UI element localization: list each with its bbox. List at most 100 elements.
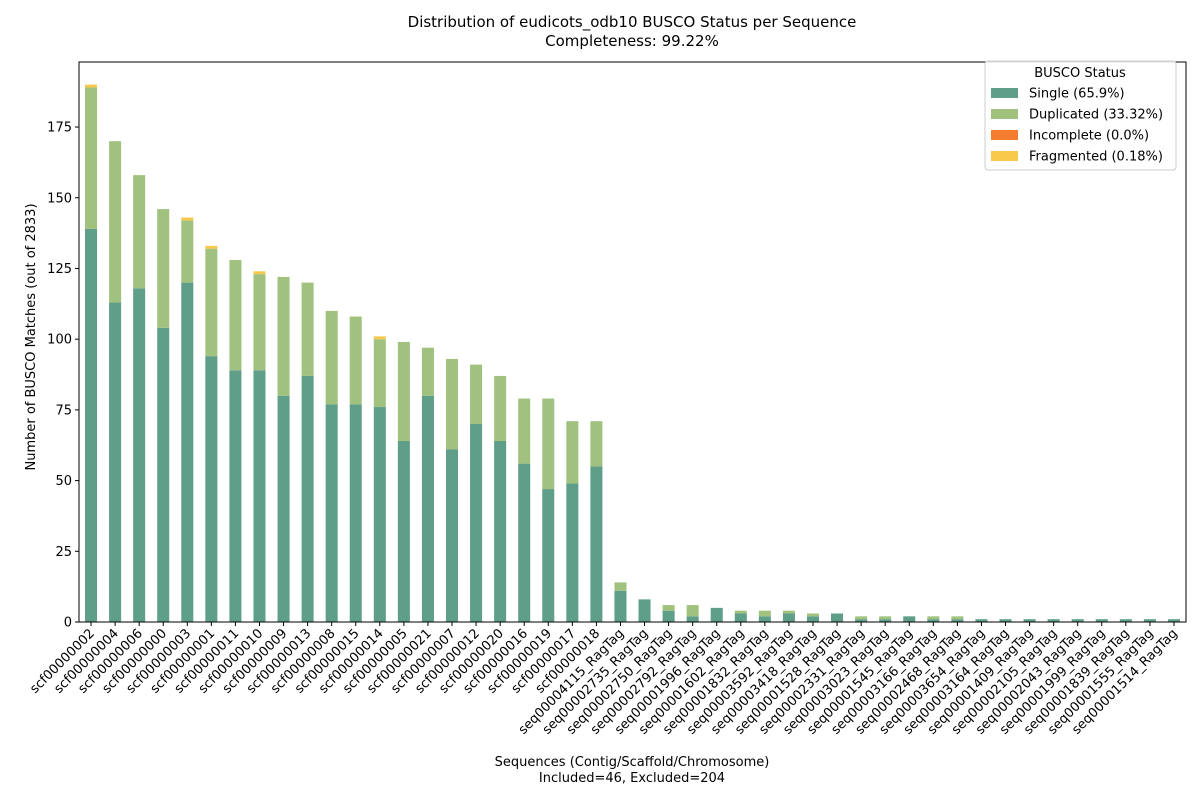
bar-single-36 [951,619,964,622]
bar-single-12 [373,407,386,622]
bar-duplicated-10 [325,310,338,405]
chart-subtitle: Completeness: 99.22% [545,32,719,50]
bar-single-39 [1023,619,1036,622]
bar-single-32 [855,619,868,622]
bar-single-34 [903,616,916,622]
bar-single-33 [879,619,892,622]
bar-duplicated-35 [927,616,940,620]
bar-duplicated-2 [133,175,146,289]
bar-single-1 [109,302,122,622]
bar-duplicated-12 [373,339,386,408]
bar-single-3 [157,327,170,622]
bar-duplicated-29 [782,610,795,614]
bar-fragmented-12 [373,336,386,340]
bar-single-20 [566,483,579,622]
y-tick-label: 125 [47,262,72,277]
bar-duplicated-0 [85,87,98,229]
legend-frame [984,60,1177,171]
bar-fragmented-7 [253,271,266,275]
bar-duplicated-8 [277,276,290,396]
bar-single-0 [85,228,98,622]
bar-duplicated-5 [205,248,218,357]
bar-duplicated-4 [181,220,194,283]
bar-single-4 [181,282,194,622]
y-tick-label: 25 [55,545,72,560]
bar-single-41 [1071,619,1084,622]
chart-title: Distribution of eudicots_odb10 BUSCO Sta… [408,13,857,32]
bar-single-23 [638,599,651,622]
bar-duplicated-27 [734,610,747,614]
bar-duplicated-13 [397,342,410,441]
bar-single-37 [975,619,988,622]
bar-duplicated-33 [879,616,892,620]
bar-single-17 [494,440,507,622]
bar-single-21 [590,466,603,622]
bar-duplicated-22 [614,582,627,591]
bar-single-26 [710,607,723,622]
bar-single-40 [1047,619,1060,622]
bar-duplicated-30 [806,613,820,617]
bar-duplicated-15 [445,358,459,450]
bar-single-38 [999,619,1012,622]
bar-single-28 [758,616,771,622]
bar-duplicated-18 [518,398,531,464]
bar-single-19 [542,489,555,622]
bar-duplicated-21 [590,421,603,467]
bar-duplicated-32 [855,616,868,620]
legend-label-single: Single (65.9%) [1029,87,1125,102]
bar-single-10 [325,404,338,622]
x-axis-label: Sequences (Contig/Scaffold/Chromosome) [495,755,770,770]
bar-single-8 [277,395,290,622]
y-tick-label: 75 [55,403,72,418]
bar-single-27 [734,613,747,622]
bar-duplicated-1 [109,141,122,303]
y-tick-label: 100 [47,333,72,348]
bar-fragmented-5 [205,245,218,249]
bar-duplicated-11 [349,316,362,405]
bar-duplicated-17 [494,375,507,441]
x-axis-sublabel: Included=46, Excluded=204 [539,771,725,786]
bar-duplicated-25 [686,605,699,617]
legend-swatch-fragmented [991,151,1018,161]
legend-swatch-duplicated [991,109,1018,119]
bar-single-22 [614,590,627,622]
bar-single-5 [205,356,218,622]
bar-single-25 [686,616,699,622]
bar-single-7 [253,370,266,622]
bar-single-6 [229,370,242,622]
y-tick-label: 150 [47,191,72,206]
bar-duplicated-16 [470,364,483,425]
bar-single-31 [831,613,844,622]
legend: BUSCO Status Single (65.9%) Duplicated (3… [984,60,1177,171]
bar-single-42 [1095,619,1108,622]
bar-single-11 [349,404,362,622]
bar-single-44 [1143,619,1156,622]
plot-area: 0255075100125150175scf00000002scf0000000… [27,61,1187,738]
bar-single-30 [806,616,820,622]
legend-label-incomplete: Incomplete (0.0%) [1029,129,1149,144]
legend-swatch-incomplete [991,130,1018,140]
bar-single-15 [445,449,459,622]
bar-single-35 [927,619,940,622]
y-axis-label: Number of BUSCO Matches (out of 2833) [24,203,39,470]
y-tick-label: 175 [47,121,72,136]
bar-single-13 [397,440,410,622]
bar-single-43 [1119,619,1132,622]
legend-label-fragmented: Fragmented (0.18%) [1029,150,1163,165]
bar-single-2 [133,288,146,622]
bar-fragmented-4 [181,217,194,221]
legend-swatch-single [991,88,1018,98]
legend-title: BUSCO Status [1034,66,1126,81]
bar-single-9 [301,375,314,622]
bar-duplicated-36 [951,616,964,620]
bar-duplicated-7 [253,274,266,371]
bar-duplicated-3 [157,209,170,328]
bar-single-16 [470,424,483,622]
bar-single-29 [782,613,795,622]
y-tick-label: 50 [55,474,72,489]
y-tick-label: 0 [64,616,72,631]
bar-single-24 [662,610,675,622]
bar-fragmented-0 [85,84,98,88]
